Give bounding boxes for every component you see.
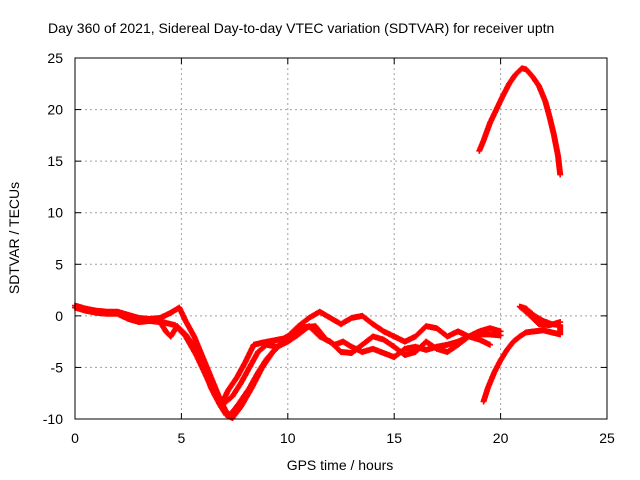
plot-frame [74,57,608,420]
series-track-6 [476,65,564,178]
y-tick-label: 15 [47,153,63,169]
y-tick-label: 10 [47,205,63,221]
y-tick-label: -10 [43,411,63,427]
x-tick-label: 20 [493,430,509,446]
data-series [72,65,564,421]
x-axis-label: GPS time / hours [287,457,394,473]
x-tick-label: 0 [71,430,79,446]
y-axis-ticks: -10 -5 0 5 10 15 20 25 [43,50,607,427]
x-axis-ticks: 0 5 10 15 20 25 [71,58,615,446]
series-markers [480,303,564,405]
series-track-4 [210,328,300,407]
y-tick-label: 20 [47,102,63,118]
y-tick-label: 0 [55,308,63,324]
y-tick-label: 25 [47,50,63,66]
chart-title: Day 360 of 2021, Sidereal Day-to-day VTE… [48,20,554,36]
x-tick-label: 10 [280,430,296,446]
x-tick-label: 25 [599,430,615,446]
series-markers [210,328,300,407]
y-axis-label: SDTVAR / TECUs [6,182,22,294]
y-tick-label: -5 [51,359,64,375]
y-tick-label: 5 [55,256,63,272]
series-markers [476,65,564,178]
x-tick-label: 5 [178,430,186,446]
x-tick-label: 15 [386,430,402,446]
grid [75,58,607,419]
series-track-5 [480,303,564,405]
